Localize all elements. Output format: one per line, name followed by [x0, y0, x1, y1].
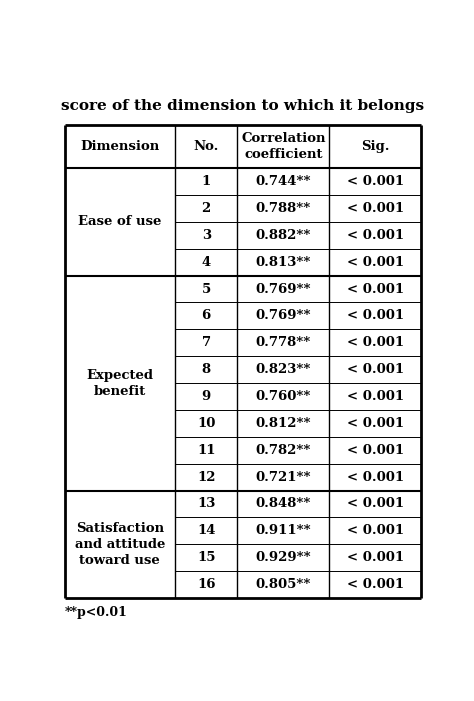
- Text: 13: 13: [197, 498, 215, 510]
- Text: Satisfaction
and attitude
toward use: Satisfaction and attitude toward use: [75, 522, 165, 566]
- Text: No.: No.: [193, 140, 219, 153]
- Text: 10: 10: [197, 417, 215, 430]
- Text: < 0.001: < 0.001: [346, 524, 404, 537]
- Text: 0.760**: 0.760**: [255, 390, 311, 403]
- Text: 0.882**: 0.882**: [255, 229, 311, 242]
- Text: 12: 12: [197, 470, 216, 484]
- Text: 9: 9: [201, 390, 211, 403]
- Text: Correlation
coefficient: Correlation coefficient: [241, 132, 326, 161]
- Text: Dimension: Dimension: [80, 140, 159, 153]
- Text: Expected
benefit: Expected benefit: [86, 369, 154, 397]
- Text: 0.812**: 0.812**: [255, 417, 311, 430]
- Text: 3: 3: [201, 229, 211, 242]
- Text: **p<0.01: **p<0.01: [65, 606, 128, 618]
- Text: 0.778**: 0.778**: [255, 336, 311, 349]
- Text: 11: 11: [197, 444, 216, 457]
- Text: 15: 15: [197, 551, 216, 564]
- Text: < 0.001: < 0.001: [346, 444, 404, 457]
- Text: < 0.001: < 0.001: [346, 578, 404, 591]
- Text: 6: 6: [201, 309, 211, 322]
- Text: < 0.001: < 0.001: [346, 283, 404, 296]
- Text: 0.929**: 0.929**: [255, 551, 311, 564]
- Text: < 0.001: < 0.001: [346, 229, 404, 242]
- Text: < 0.001: < 0.001: [346, 417, 404, 430]
- Text: 0.805**: 0.805**: [255, 578, 311, 591]
- Text: 16: 16: [197, 578, 216, 591]
- Text: 4: 4: [201, 256, 211, 268]
- Text: < 0.001: < 0.001: [346, 551, 404, 564]
- Text: < 0.001: < 0.001: [346, 498, 404, 510]
- Text: 0.744**: 0.744**: [255, 175, 311, 188]
- Text: 5: 5: [201, 283, 211, 296]
- Text: < 0.001: < 0.001: [346, 363, 404, 376]
- Text: 0.848**: 0.848**: [255, 498, 311, 510]
- Text: 0.769**: 0.769**: [255, 309, 311, 322]
- Text: < 0.001: < 0.001: [346, 175, 404, 188]
- Text: < 0.001: < 0.001: [346, 309, 404, 322]
- Text: 8: 8: [201, 363, 211, 376]
- Text: 0.782**: 0.782**: [255, 444, 311, 457]
- Text: < 0.001: < 0.001: [346, 336, 404, 349]
- Text: < 0.001: < 0.001: [346, 256, 404, 268]
- Text: 0.788**: 0.788**: [255, 202, 311, 215]
- Text: 0.721**: 0.721**: [255, 470, 311, 484]
- Text: 0.911**: 0.911**: [255, 524, 311, 537]
- Text: Ease of use: Ease of use: [78, 215, 162, 229]
- Text: 14: 14: [197, 524, 216, 537]
- Text: < 0.001: < 0.001: [346, 202, 404, 215]
- Text: score of the dimension to which it belongs: score of the dimension to which it belon…: [61, 100, 425, 114]
- Text: 7: 7: [201, 336, 211, 349]
- Text: 0.813**: 0.813**: [255, 256, 311, 268]
- Text: < 0.001: < 0.001: [346, 470, 404, 484]
- Text: < 0.001: < 0.001: [346, 390, 404, 403]
- Text: 2: 2: [201, 202, 211, 215]
- Text: 1: 1: [201, 175, 211, 188]
- Text: 0.823**: 0.823**: [255, 363, 311, 376]
- Text: Sig.: Sig.: [361, 140, 390, 153]
- Text: 0.769**: 0.769**: [255, 283, 311, 296]
